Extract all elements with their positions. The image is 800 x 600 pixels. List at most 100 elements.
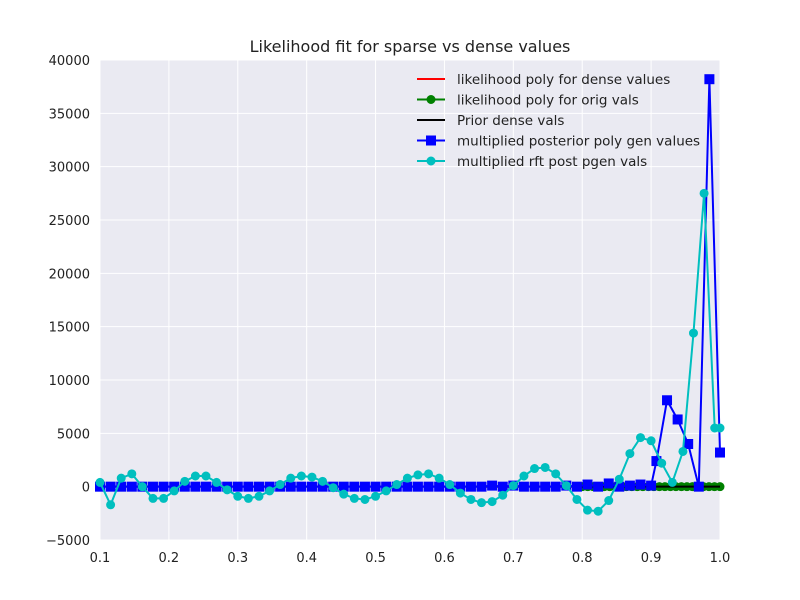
data-point	[147, 481, 158, 492]
legend-marker	[426, 156, 436, 166]
data-point	[487, 497, 497, 507]
data-point	[498, 490, 508, 500]
data-point	[392, 480, 402, 490]
legend-label: multiplied posterior poly gen values	[457, 134, 700, 150]
legend-label: Prior dense vals	[457, 113, 564, 129]
data-point	[715, 447, 725, 458]
data-point	[662, 395, 673, 406]
data-point	[693, 481, 704, 492]
data-point	[583, 505, 593, 515]
data-point	[307, 472, 317, 482]
data-point	[477, 498, 487, 508]
legend-entry: likelihood poly for dense values	[417, 72, 670, 88]
data-point	[190, 471, 200, 481]
data-point	[667, 477, 677, 487]
data-point	[158, 481, 169, 492]
x-tick-label: 0.7	[503, 551, 524, 566]
x-tick-label: 0.1	[90, 551, 111, 566]
data-point	[339, 489, 349, 499]
data-point	[635, 479, 646, 490]
data-point	[233, 491, 243, 501]
legend: likelihood poly for dense values likeliho…	[417, 72, 700, 170]
data-point	[116, 473, 126, 483]
data-point	[423, 481, 434, 492]
data-point	[614, 474, 624, 484]
legend-label: likelihood poly for dense values	[457, 72, 670, 88]
data-point	[222, 485, 232, 495]
data-point	[381, 486, 391, 496]
data-point	[465, 481, 476, 492]
data-point	[561, 481, 571, 491]
y-tick-label: 40000	[49, 54, 90, 69]
data-point	[540, 481, 551, 492]
data-point	[201, 471, 211, 481]
data-point	[370, 481, 381, 492]
data-point	[243, 493, 253, 503]
data-point	[604, 496, 614, 506]
x-tick-label: 0.3	[227, 551, 248, 566]
data-point	[296, 471, 306, 481]
legend-label: likelihood poly for orig vals	[457, 93, 639, 109]
x-tick-label: 0.8	[572, 551, 593, 566]
data-point	[715, 423, 725, 433]
data-point	[349, 493, 359, 503]
legend-entry: multiplied rft post pgen vals	[417, 154, 647, 170]
data-point	[476, 481, 487, 492]
data-point	[636, 433, 646, 443]
data-point	[508, 481, 518, 491]
data-point	[254, 491, 264, 501]
x-tick-label: 0.9	[641, 551, 662, 566]
data-point	[455, 488, 465, 498]
chart-title: Likelihood fit for sparse vs dense value…	[250, 37, 571, 56]
x-tick-label: 0.6	[434, 551, 455, 566]
data-point	[540, 462, 550, 472]
data-point	[424, 469, 434, 479]
data-point	[126, 481, 137, 492]
x-axis-ticks: 0.1 0.2 0.3 0.4 0.5 0.6 0.7 0.8 0.9 1.0	[90, 551, 731, 566]
data-point	[349, 481, 360, 492]
data-point	[318, 476, 328, 486]
data-point	[445, 480, 455, 490]
series-layer	[95, 74, 725, 516]
y-tick-label: 5000	[57, 427, 90, 442]
data-point	[359, 481, 370, 492]
data-point	[212, 477, 222, 487]
legend-marker	[426, 95, 436, 104]
y-tick-label: 35000	[49, 107, 90, 122]
data-point	[402, 481, 413, 492]
data-point	[593, 481, 604, 492]
data-point	[572, 494, 582, 504]
data-point	[519, 471, 529, 481]
data-point	[497, 481, 508, 492]
data-point	[105, 481, 116, 492]
x-tick-label: 0.2	[159, 551, 180, 566]
data-point	[699, 188, 709, 198]
data-point	[371, 491, 381, 501]
data-point	[127, 469, 137, 479]
data-point	[200, 481, 211, 492]
plot-background	[100, 60, 720, 540]
data-point	[625, 449, 635, 459]
data-point	[402, 473, 412, 483]
data-point	[253, 481, 264, 492]
data-point	[159, 493, 169, 503]
data-point	[232, 481, 243, 492]
data-point	[550, 481, 561, 492]
data-point	[571, 481, 582, 492]
data-point	[265, 486, 275, 496]
data-point	[646, 480, 657, 491]
data-point	[551, 469, 561, 479]
data-point	[190, 481, 201, 492]
legend-marker	[426, 135, 436, 146]
data-point	[286, 473, 296, 483]
data-point	[360, 494, 370, 504]
data-point	[624, 480, 635, 491]
data-point	[106, 500, 116, 510]
y-tick-label: −5000	[46, 534, 90, 549]
y-axis-ticks: −5000 0 5000 10000 15000 20000 25000 30000 35000…	[46, 54, 90, 549]
data-point	[180, 476, 190, 486]
data-point	[530, 464, 540, 474]
legend-entry: Prior dense vals	[417, 113, 564, 129]
data-point	[306, 481, 317, 492]
